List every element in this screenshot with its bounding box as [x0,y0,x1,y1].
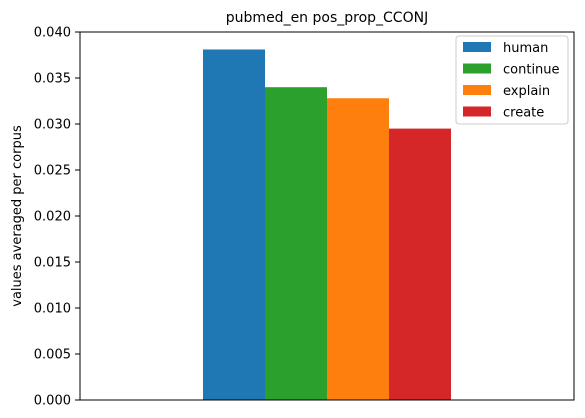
legend-label-explain: explain [503,84,550,99]
legend-box [455,35,569,125]
y-axis-label: values averaged per corpus [10,125,25,307]
y-tick-label: 0.000 [34,394,71,409]
plot-frame [79,31,575,401]
bar-human [203,49,265,400]
y-tick-label: 0.005 [34,348,71,363]
bars-group [203,49,451,401]
chart-title: pubmed_en pos_prop_CCONJ [226,10,428,26]
bar-create [389,128,451,400]
legend-label-human: human [503,41,548,56]
legend-label-create: create [503,106,544,121]
bar-explain [327,98,389,401]
y-tick-label: 0.035 [34,72,71,87]
y-tick-label: 0.040 [34,26,71,41]
y-tick-label: 0.015 [34,256,71,271]
legend-swatch-human [463,42,491,52]
bar-continue [265,87,327,400]
y-tick-label: 0.020 [34,210,71,225]
y-tick-label: 0.025 [34,164,71,179]
y-tick-label: 0.030 [34,118,71,133]
y-axis: 0.000 0.005 0.010 0.015 0.020 0.025 0.030 0.035… [34,26,80,409]
y-tick-label: 0.010 [34,302,71,317]
legend-swatch-create [463,106,491,117]
legend: human continue explain create [455,35,569,125]
legend-swatch-continue [463,63,491,74]
legend-swatch-explain [463,85,491,95]
legend-label-continue: continue [503,63,560,78]
